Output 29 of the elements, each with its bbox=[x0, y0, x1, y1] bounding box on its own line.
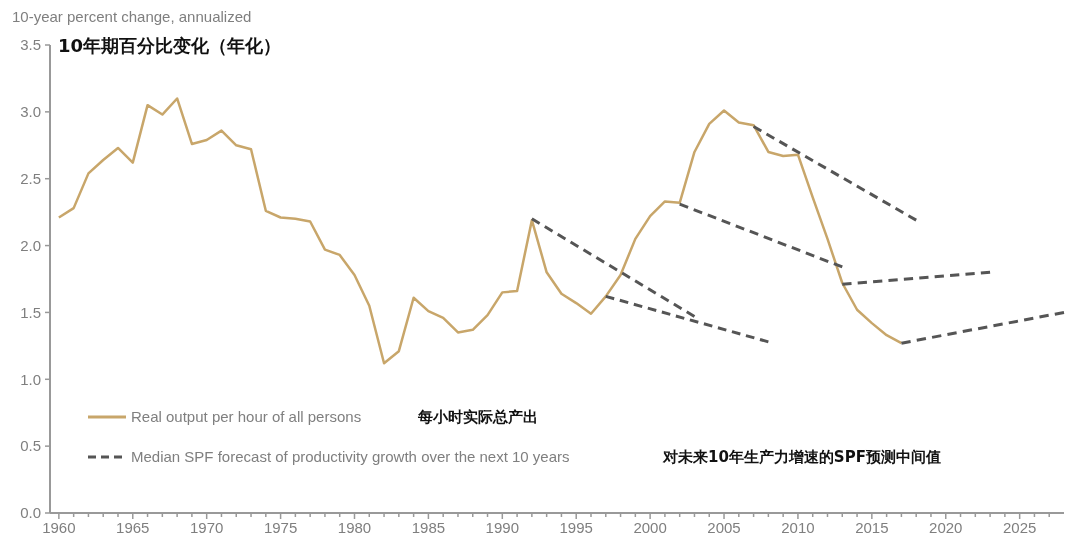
x-tick-label: 1975 bbox=[263, 519, 298, 536]
x-tick-label: 2000 bbox=[633, 519, 667, 536]
legend-label: Median SPF forecast of productivity growth over the next 10 years bbox=[131, 448, 570, 466]
y-tick-label: 3.5 bbox=[20, 36, 41, 54]
annotation: 每小时实际总产出 bbox=[417, 408, 538, 427]
x-tick-label: 2020 bbox=[929, 519, 963, 536]
x-tick-label: 2025 bbox=[1002, 519, 1037, 536]
y-tick-label: 1.0 bbox=[20, 370, 41, 388]
x-tick-label: 1965 bbox=[116, 519, 150, 536]
y-tick-label: 2.0 bbox=[20, 236, 41, 254]
x-tick-label: 1970 bbox=[189, 519, 224, 536]
annotation: 对未来10年生产力增速的SPF预测中间值 bbox=[662, 448, 941, 467]
x-tick-label: 1980 bbox=[337, 519, 372, 536]
line-series bbox=[57, 97, 903, 365]
x-tick-label: 2015 bbox=[855, 519, 889, 536]
legend-label: Real output per hour of all persons bbox=[131, 408, 362, 426]
x-tick-label: 1960 bbox=[42, 519, 76, 536]
y-axis-title: 10-year percent change, annualized bbox=[12, 8, 252, 25]
x-tick-label: 1995 bbox=[559, 519, 593, 536]
y-tick-label: 0.5 bbox=[20, 437, 41, 455]
chart-title: 10年期百分比变化（年化） bbox=[58, 35, 282, 56]
y-tick-label: 3.0 bbox=[20, 103, 41, 121]
x-tick-label: 1985 bbox=[411, 519, 446, 536]
x-tick-label: 2010 bbox=[781, 519, 815, 536]
y-tick-label: 2.5 bbox=[20, 169, 41, 187]
y-tick-label: 0.0 bbox=[20, 504, 41, 522]
x-tick-label: 1990 bbox=[485, 519, 519, 536]
y-tick-label: 1.5 bbox=[20, 303, 41, 321]
x-tick-label: 2005 bbox=[707, 519, 741, 536]
